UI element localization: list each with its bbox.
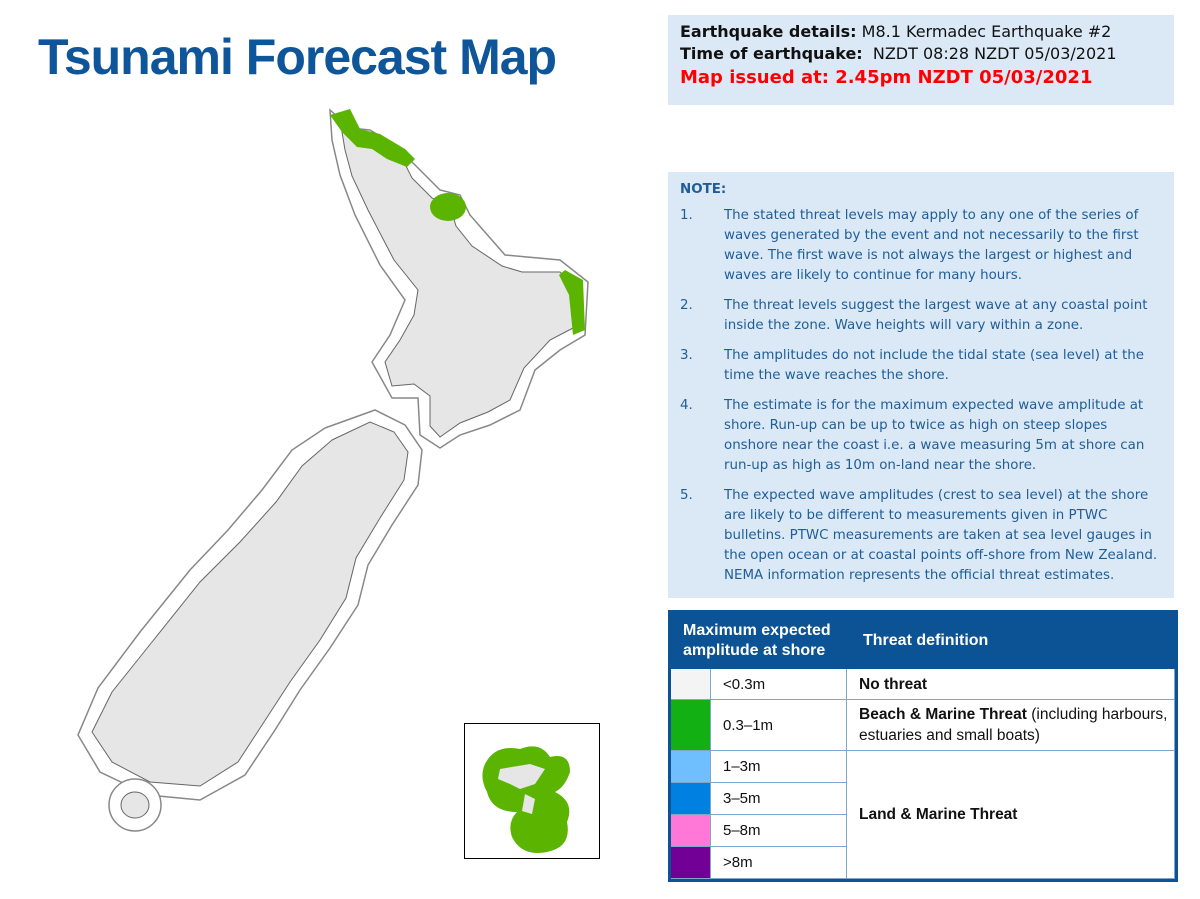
- legend-swatch: [671, 815, 711, 847]
- legend-swatch: [671, 751, 711, 783]
- eq-label: Earthquake details:: [680, 22, 857, 41]
- note-text: The expected wave amplitudes (crest to s…: [724, 488, 1158, 583]
- legend-range: 5–8m: [711, 815, 847, 847]
- legend-swatch: [671, 847, 711, 879]
- note-text: The estimate is for the maximum expected…: [724, 398, 1145, 473]
- earthquake-details-box: Earthquake details: M8.1 Kermadec Earthq…: [668, 15, 1174, 105]
- note-number: 1.: [680, 208, 693, 223]
- legend-header-amplitude: Maximum expected amplitude at shore: [683, 622, 831, 659]
- chatham-islands-inset: [464, 723, 600, 859]
- south-island: [91, 421, 409, 787]
- threat-beach-title: Beach & Marine Threat: [859, 706, 1027, 723]
- note-item: 4. The estimate is for the maximum expect…: [680, 396, 1162, 476]
- map-issued-time: Map issued at: 2.45pm NZDT 05/03/2021: [680, 67, 1093, 88]
- note-number: 5.: [680, 488, 693, 503]
- eq-value: M8.1 Kermadec Earthquake #2: [861, 22, 1112, 41]
- legend-range: <0.3m: [711, 669, 847, 700]
- legend-range: >8m: [711, 847, 847, 879]
- threat-zones-green: [330, 109, 585, 335]
- threat-legend: Maximum expected amplitude at shore Thre…: [668, 610, 1178, 882]
- note-item: 3. The amplitudes do not include the tida…: [680, 346, 1162, 386]
- note-number: 2.: [680, 298, 693, 313]
- legend-swatch: [671, 669, 711, 700]
- land: [91, 119, 577, 819]
- legend-range: 0.3–1m: [711, 700, 847, 751]
- legend-swatch: [671, 783, 711, 815]
- note-item: 2. The threat levels suggest the largest …: [680, 296, 1162, 336]
- note-item: 5. The expected wave amplitudes (crest to…: [680, 486, 1162, 586]
- note-text: The threat levels suggest the largest wa…: [724, 298, 1148, 333]
- note-text: The amplitudes do not include the tidal …: [724, 348, 1144, 383]
- notes-box: NOTE: 1. The stated threat levels may app…: [668, 172, 1174, 598]
- threat-beach-detail: (including harbours, estuaries and small…: [859, 706, 1168, 744]
- note-number: 4.: [680, 398, 693, 413]
- nz-map: [77, 108, 589, 832]
- note-heading: NOTE:: [680, 182, 727, 197]
- note-text: The stated threat levels may apply to an…: [724, 208, 1139, 283]
- legend-header-threat: Threat definition: [863, 632, 989, 649]
- legend-range: 1–3m: [711, 751, 847, 783]
- time-label: Time of earthquake:: [680, 44, 863, 63]
- chatham-islands-map: [482, 746, 570, 853]
- threat-land-marine: Land & Marine Threat: [847, 751, 1175, 879]
- threat-beach-marine: Beach & Marine Threat (including harbour…: [847, 700, 1175, 751]
- note-number: 3.: [680, 348, 693, 363]
- stewart-island: [120, 791, 150, 819]
- time-value: NZDT 08:28 NZDT 05/03/2021: [872, 44, 1117, 63]
- page-title: Tsunami Forecast Map: [38, 29, 557, 85]
- note-item: 1. The stated threat levels may apply to …: [680, 206, 1162, 286]
- north-island: [339, 119, 577, 438]
- legend-range: 3–5m: [711, 783, 847, 815]
- legend-swatch: [671, 700, 711, 751]
- threat-none: No threat: [847, 669, 1175, 700]
